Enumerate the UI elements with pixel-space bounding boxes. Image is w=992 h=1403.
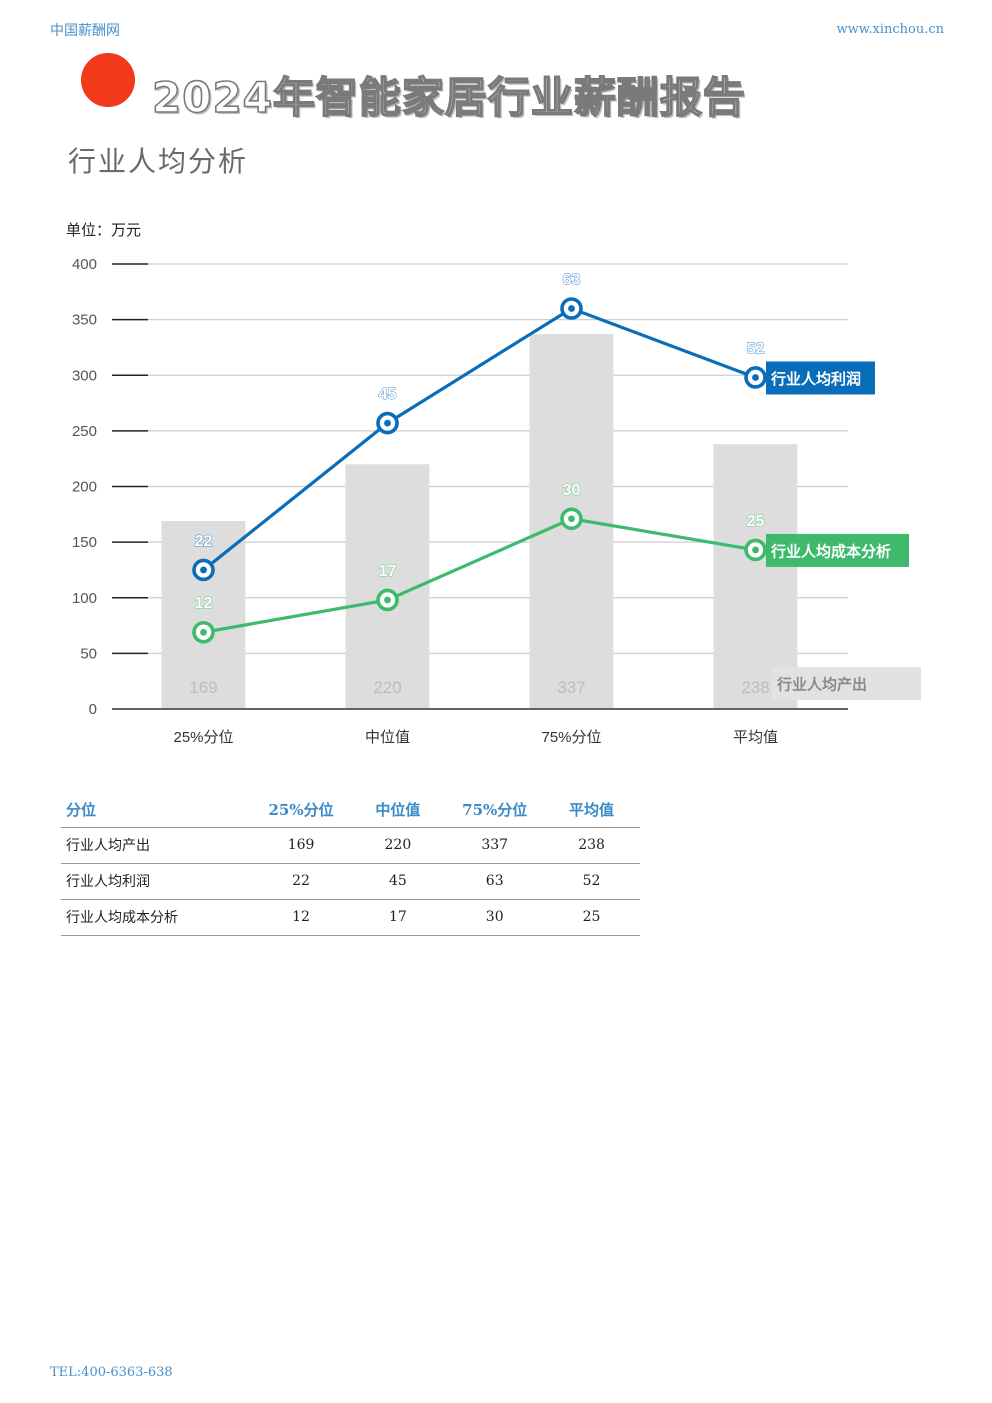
y-tick-label: 200 bbox=[72, 479, 97, 496]
bar-data-label: 220 bbox=[373, 678, 401, 697]
table-cell: 行业人均产出 bbox=[61, 827, 253, 864]
series-point-center bbox=[752, 374, 759, 381]
section-title: 行业人均分析 bbox=[68, 145, 249, 178]
table-cell: 52 bbox=[543, 863, 640, 900]
series-data-label: 17 bbox=[379, 563, 397, 580]
y-tick-label: 350 bbox=[72, 312, 97, 329]
y-tick-label: 400 bbox=[72, 256, 97, 273]
series-data-label: 25 bbox=[747, 513, 765, 530]
bar bbox=[161, 520, 246, 709]
table-cell: 63 bbox=[446, 863, 544, 900]
table-row: 行业人均产出 169 220 337 238 bbox=[61, 827, 640, 864]
series-point-center bbox=[568, 515, 575, 523]
table-header: 中位值 bbox=[349, 793, 447, 828]
table-header: 分位 bbox=[61, 793, 253, 828]
table-cell: 45 bbox=[349, 863, 447, 900]
x-tick-label: 75%分位 bbox=[541, 729, 601, 746]
series-point-center bbox=[752, 546, 759, 554]
series-point-center bbox=[200, 566, 207, 574]
table-header-row: 分位 25%分位 中位值 75%分位 平均值 bbox=[61, 793, 640, 828]
x-tick-label: 25%分位 bbox=[173, 729, 233, 746]
table-cell: 25 bbox=[543, 899, 640, 936]
legend-tag-label: 行业人均利润 bbox=[770, 370, 861, 388]
salary-chart: 0 50 100 150 200 250 300 350 400 169 220 337 238 25%分… bbox=[72, 256, 921, 746]
series-data-label: 22 bbox=[195, 533, 213, 550]
series-point-center bbox=[384, 419, 391, 427]
series-data-label: 30 bbox=[563, 482, 581, 499]
y-tick-label: 300 bbox=[72, 367, 97, 384]
legend-tag-label: 行业人均成本分析 bbox=[770, 542, 891, 560]
table-cell: 12 bbox=[252, 899, 350, 936]
x-tick-label: 平均值 bbox=[733, 729, 778, 746]
table-cell: 238 bbox=[543, 827, 640, 864]
unit-label: 单位：万元 bbox=[66, 221, 142, 239]
series-line bbox=[202, 306, 757, 572]
y-tick-label: 100 bbox=[72, 590, 97, 607]
bar bbox=[713, 444, 798, 709]
y-tick-label: 250 bbox=[72, 423, 97, 440]
table-cell: 行业人均利润 bbox=[61, 863, 253, 900]
series-line bbox=[203, 517, 756, 634]
bar-data-label: 337 bbox=[557, 678, 585, 697]
y-tick-label: 50 bbox=[80, 645, 97, 662]
series-point-center bbox=[568, 305, 575, 312]
table-header: 平均值 bbox=[543, 793, 640, 828]
table-header: 25%分位 bbox=[252, 793, 350, 828]
series-data-label: 45 bbox=[379, 386, 397, 403]
red-circle-icon bbox=[81, 53, 135, 107]
bar-data-label: 169 bbox=[189, 678, 217, 697]
table-header: 75%分位 bbox=[446, 793, 544, 828]
series-data-label: 12 bbox=[195, 595, 213, 612]
table-row: 行业人均利润 22 45 63 52 bbox=[61, 863, 640, 900]
series-data-label: 63 bbox=[563, 272, 581, 289]
table-row: 行业人均成本分析 12 17 30 25 bbox=[61, 899, 640, 936]
y-tick-label: 0 bbox=[89, 701, 97, 718]
table-cell: 337 bbox=[446, 827, 544, 864]
table-cell: 169 bbox=[252, 827, 350, 864]
series-point-center bbox=[200, 628, 207, 636]
legend-tag bbox=[766, 533, 909, 567]
report-title: 2024年智能家居行业薪酬报告 bbox=[151, 72, 746, 123]
table-cell: 30 bbox=[446, 899, 544, 936]
legend-tag bbox=[766, 361, 875, 395]
series-point-center bbox=[384, 596, 391, 604]
data-table: 分位 25%分位 中位值 75%分位 平均值 行业人均产出 169 220 33… bbox=[61, 793, 640, 936]
table-cell: 22 bbox=[252, 863, 350, 900]
bar-data-label: 238 bbox=[741, 678, 769, 697]
series-data-label: 52 bbox=[747, 340, 765, 357]
footer-tel: TEL:400-6363-638 bbox=[50, 1365, 173, 1380]
table-cell: 220 bbox=[349, 827, 447, 864]
brand-name: 中国薪酬网 bbox=[50, 23, 120, 39]
x-tick-label: 中位值 bbox=[365, 729, 410, 746]
y-tick-label: 150 bbox=[72, 534, 97, 551]
legend-tag bbox=[772, 667, 921, 700]
table-cell: 17 bbox=[349, 899, 447, 936]
legend-tag-label: 行业人均产出 bbox=[776, 676, 867, 694]
brand-url[interactable]: www.xinchou.cn bbox=[836, 22, 944, 37]
table-cell: 行业人均成本分析 bbox=[61, 899, 253, 936]
